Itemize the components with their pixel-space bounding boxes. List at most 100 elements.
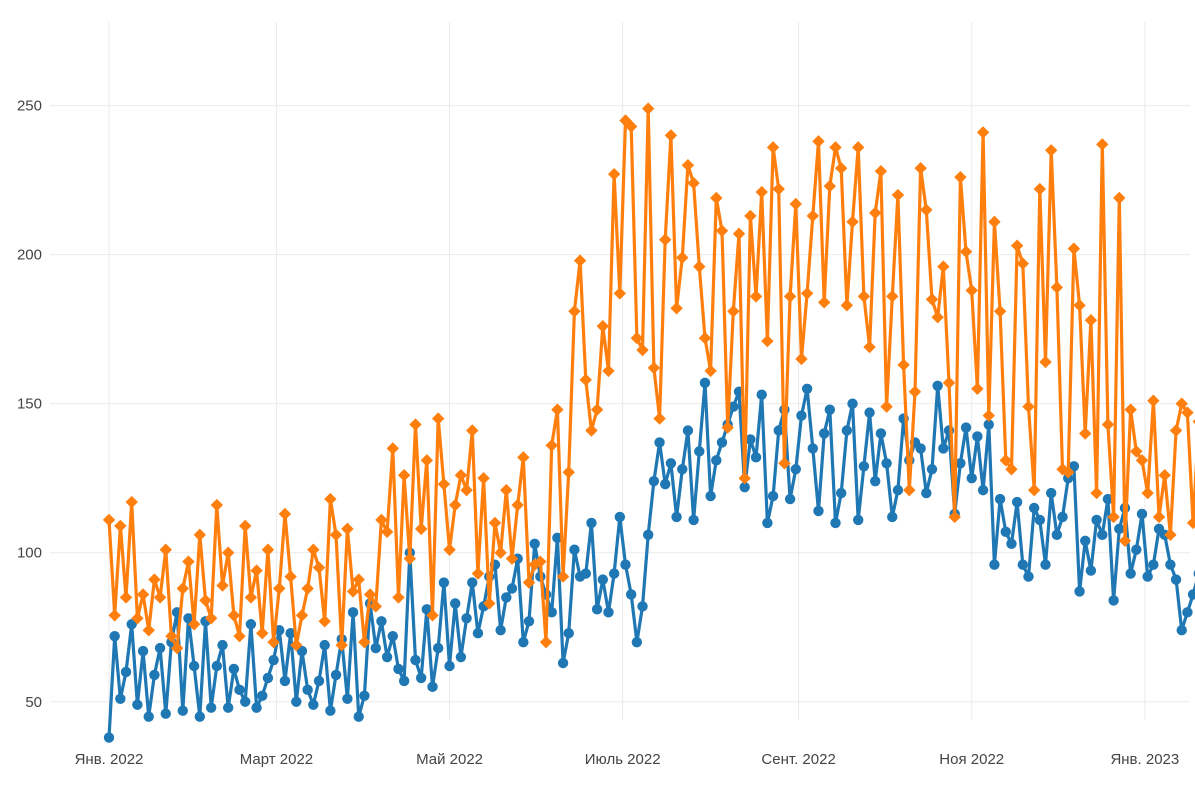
data-point-diamond: [165, 629, 178, 643]
data-point-circle: [960, 422, 972, 433]
data-point-diamond: [437, 477, 451, 491]
data-point-circle: [637, 601, 648, 612]
data-point-circle: [983, 419, 994, 430]
data-point-diamond: [806, 209, 820, 223]
data-point-circle: [1085, 565, 1097, 576]
data-point-circle: [921, 487, 932, 499]
data-point-circle: [597, 574, 608, 585]
data-point-diamond: [227, 609, 241, 622]
data-point-diamond: [420, 454, 434, 467]
data-point-diamond: [204, 612, 218, 625]
data-point-circle: [370, 642, 381, 654]
data-point-circle: [518, 636, 529, 648]
data-point-circle: [262, 672, 274, 684]
data-point-circle: [1068, 461, 1080, 472]
y-tick-label: 50: [25, 694, 42, 711]
data-point-diamond: [1096, 138, 1109, 151]
data-point-diamond: [800, 287, 814, 300]
data-point-diamond: [556, 570, 570, 583]
data-point-circle: [654, 437, 665, 448]
data-point-circle: [149, 669, 160, 681]
data-point-diamond: [125, 495, 138, 509]
data-point-circle: [308, 699, 319, 710]
data-point-diamond: [937, 260, 950, 273]
data-point-diamond: [664, 129, 678, 142]
data-point-circle: [631, 636, 643, 648]
data-point-diamond: [942, 376, 956, 390]
data-point-circle: [563, 628, 574, 639]
data-point-circle: [228, 663, 240, 675]
data-point-circle: [716, 437, 728, 448]
data-point-circle: [750, 452, 762, 463]
data-point-diamond: [256, 627, 269, 640]
data-point-circle: [847, 398, 858, 409]
data-point-diamond: [931, 311, 944, 324]
data-point-diamond: [477, 472, 490, 485]
data-point-diamond: [721, 421, 734, 434]
data-point-circle: [557, 657, 569, 669]
data-point-diamond: [363, 588, 377, 601]
data-point-diamond: [993, 305, 1007, 318]
data-point-circle: [120, 666, 132, 678]
data-point-circle: [143, 711, 154, 722]
data-point-circle: [421, 604, 433, 615]
data-point-diamond: [778, 457, 791, 470]
data-point-circle: [1051, 529, 1063, 541]
data-point-diamond: [959, 245, 973, 258]
data-point-diamond: [749, 290, 763, 303]
data-point-diamond: [954, 170, 967, 184]
data-point-circle: [824, 404, 836, 415]
data-point-diamond: [783, 290, 797, 303]
data-point-diamond: [982, 409, 995, 422]
data-point-circle: [989, 559, 1000, 570]
data-point-diamond: [511, 498, 524, 512]
data-point-diamond: [670, 302, 683, 315]
data-point-diamond: [624, 120, 638, 133]
data-point-circle: [313, 675, 325, 687]
data-point-diamond: [840, 299, 854, 312]
x-tick-label: Янв. 2023: [1110, 751, 1179, 768]
data-point-circle: [234, 684, 245, 696]
data-point-circle: [881, 458, 892, 469]
data-point-circle: [625, 589, 637, 600]
x-tick-label: Май 2022: [416, 751, 483, 768]
data-point-diamond: [880, 400, 893, 413]
data-point-circle: [1045, 487, 1057, 499]
data-point-diamond: [738, 472, 751, 485]
data-point-circle: [1000, 526, 1011, 538]
data-point-circle: [807, 443, 819, 454]
data-point-circle: [648, 475, 660, 487]
data-point-diamond: [500, 483, 513, 497]
data-point-circle: [132, 699, 143, 710]
data-point-circle: [677, 464, 688, 475]
data-point-diamond: [522, 576, 536, 589]
data-point-circle: [705, 490, 716, 502]
series-2: [102, 102, 1195, 655]
data-point-circle: [801, 383, 813, 394]
data-point-diamond: [590, 403, 604, 416]
data-point-diamond: [454, 469, 468, 482]
data-point-diamond: [136, 588, 150, 601]
data-point-diamond: [539, 635, 553, 649]
data-point-diamond: [602, 364, 615, 378]
data-point-circle: [240, 696, 251, 707]
data-point-circle: [1080, 535, 1091, 546]
data-point-diamond: [857, 290, 871, 303]
data-point-diamond: [403, 552, 417, 565]
data-point-diamond: [1090, 486, 1103, 500]
data-point-circle: [1187, 589, 1195, 600]
data-point-diamond: [908, 385, 922, 398]
data-point-circle: [268, 654, 279, 666]
data-point-diamond: [846, 215, 859, 229]
data-point-circle: [415, 672, 427, 684]
data-point-circle: [381, 651, 393, 663]
data-point-diamond: [551, 403, 564, 416]
axis-labels: Янв. 2022 Март 2022 Май 2022 Июль 2022 Сент.…: [17, 98, 1179, 768]
data-point-diamond: [863, 340, 876, 354]
data-point-diamond: [710, 191, 723, 205]
data-point-diamond: [170, 641, 184, 655]
data-point-diamond: [108, 609, 121, 622]
data-point-diamond: [290, 638, 303, 652]
y-tick-label: 250: [17, 98, 42, 115]
series-1: [103, 377, 1195, 743]
